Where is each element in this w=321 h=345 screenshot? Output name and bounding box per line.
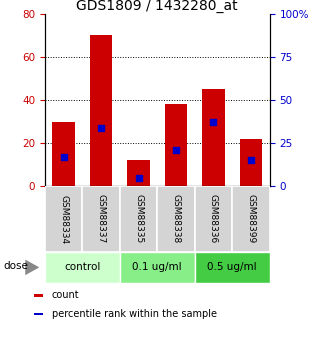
Bar	[45, 252, 120, 283]
Text: GSM88338: GSM88338	[171, 195, 180, 244]
Bar	[232, 186, 270, 252]
Text: control: control	[64, 263, 100, 272]
Bar	[195, 186, 232, 252]
Text: 0.5 ug/ml: 0.5 ug/ml	[207, 263, 257, 272]
Text: GSM88335: GSM88335	[134, 195, 143, 244]
Text: GSM88334: GSM88334	[59, 195, 68, 244]
Text: dose: dose	[3, 261, 28, 270]
Bar	[34, 313, 43, 315]
Point	[99, 125, 104, 130]
Point	[173, 147, 178, 153]
Title: GDS1809 / 1432280_at: GDS1809 / 1432280_at	[76, 0, 238, 13]
Text: count: count	[52, 290, 79, 300]
Point	[136, 175, 141, 180]
Point	[248, 158, 254, 163]
Bar	[120, 186, 157, 252]
Bar	[202, 89, 225, 186]
Text: GSM88336: GSM88336	[209, 195, 218, 244]
Bar	[52, 122, 75, 186]
Bar	[82, 186, 120, 252]
Bar	[120, 252, 195, 283]
Bar	[90, 36, 112, 186]
Bar	[165, 104, 187, 186]
Point	[61, 154, 66, 160]
Point	[211, 120, 216, 125]
Text: GSM88337: GSM88337	[97, 195, 106, 244]
Bar	[45, 186, 82, 252]
Text: percentile rank within the sample: percentile rank within the sample	[52, 309, 217, 319]
Bar	[195, 252, 270, 283]
Bar	[157, 186, 195, 252]
Bar	[34, 294, 43, 297]
Text: GSM88399: GSM88399	[247, 195, 256, 244]
Bar	[240, 139, 262, 186]
Polygon shape	[25, 260, 39, 275]
Bar	[127, 160, 150, 186]
Text: 0.1 ug/ml: 0.1 ug/ml	[133, 263, 182, 272]
